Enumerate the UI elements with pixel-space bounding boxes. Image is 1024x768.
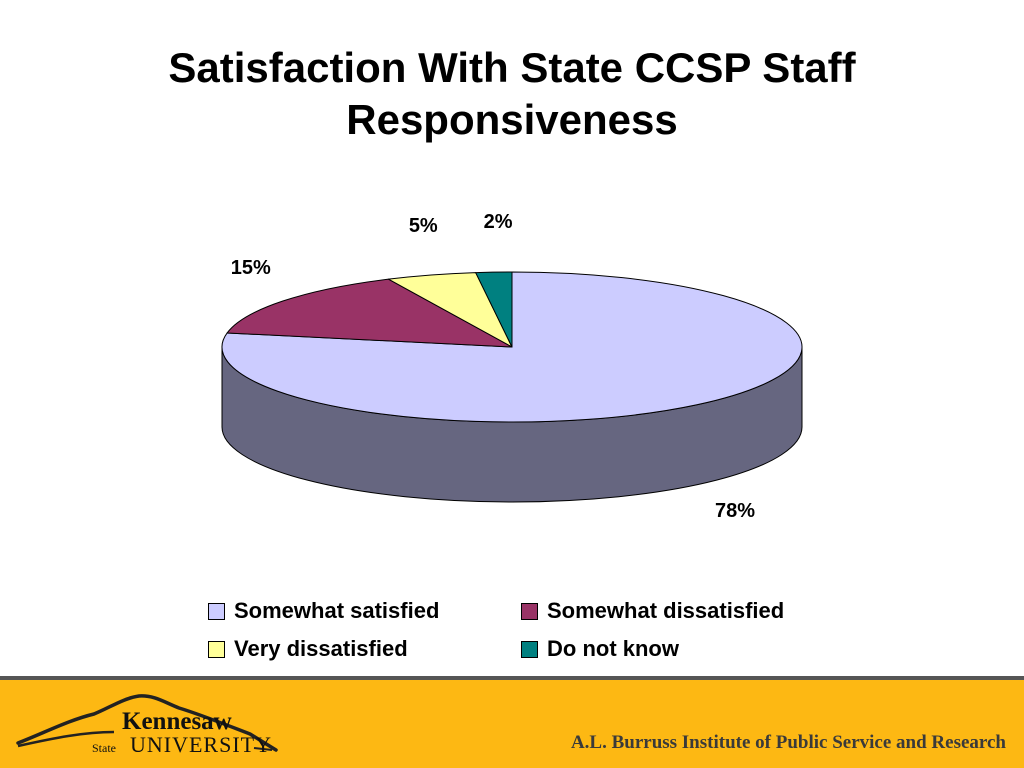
legend-item-somewhat-dissatisfied: Somewhat dissatisfied <box>521 598 841 624</box>
kennesaw-logo: Kennesaw State UNIVERSITY <box>14 688 284 760</box>
institute-name: A.L. Burruss Institute of Public Service… <box>570 732 1006 753</box>
mountain-logo-icon <box>16 694 278 752</box>
legend-label: Somewhat dissatisfied <box>547 598 785 623</box>
slide-title: Satisfaction With State CCSP Staff Respo… <box>0 42 1024 146</box>
legend-item-do-not-know: Do not know <box>521 636 841 662</box>
value-label-do-not-know: 2% <box>484 211 513 233</box>
footer-bar: Kennesaw State UNIVERSITY A.L. Burruss I… <box>0 680 1024 768</box>
legend-swatch <box>208 640 225 658</box>
chart-legend: Somewhat satisfied Somewhat dissatisfied… <box>208 598 848 662</box>
title-line-2: Responsiveness <box>346 96 678 143</box>
pie-slices <box>221 271 803 503</box>
logo-text-state: State <box>92 741 116 755</box>
legend-swatch <box>521 640 538 658</box>
legend-swatch <box>208 602 225 620</box>
legend-item-somewhat-satisfied: Somewhat satisfied <box>208 598 521 624</box>
pie-slice-somewhat-satisfied <box>221 271 803 423</box>
pie-slice-somewhat-dissatisfied <box>226 278 513 348</box>
legend-swatch <box>521 602 538 620</box>
legend-label: Very dissatisfied <box>234 636 408 661</box>
logo-text-university: UNIVERSITY <box>130 732 272 757</box>
title-line-1: Satisfaction With State CCSP Staff <box>168 44 856 91</box>
footer-divider <box>0 676 1024 680</box>
value-label-very-dissatisfied: 5% <box>409 215 438 237</box>
pie-slice-do-not-know <box>475 271 513 348</box>
pie-chart: 78% 15% 5% 2% <box>221 211 803 522</box>
legend-label: Somewhat satisfied <box>234 598 440 623</box>
pie-value-labels: 78% 15% 5% 2% <box>231 211 756 522</box>
legend-label: Do not know <box>547 636 679 661</box>
value-label-somewhat-satisfied: 78% <box>715 500 755 522</box>
logo-text-kennesaw: Kennesaw <box>122 708 232 735</box>
value-label-somewhat-dissatisfied: 15% <box>231 257 271 279</box>
legend-item-very-dissatisfied: Very dissatisfied <box>208 636 521 662</box>
